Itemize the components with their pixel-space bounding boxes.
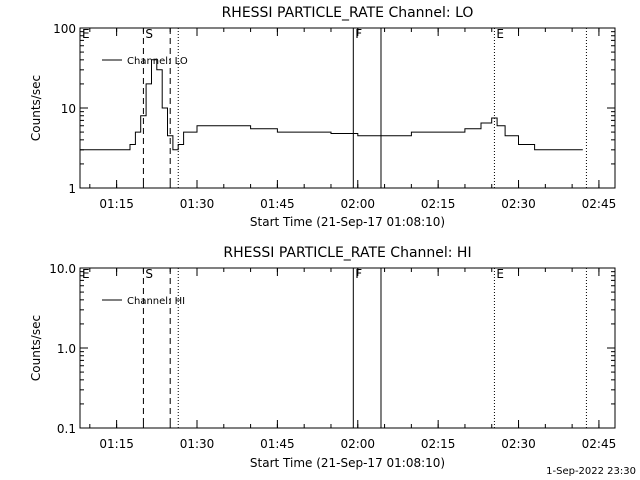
chart-title: RHESSI PARTICLE_RATE Channel: HI [223,245,471,261]
chart-panel-2: RHESSI PARTICLE_RATE Channel: HI 01:15 01:… [29,245,616,470]
footer-timestamp: 1-Sep-2022 23:30 [546,466,636,477]
y-axis-label: Counts/sec [29,75,43,141]
y-tick-label: 10 [61,102,76,116]
event-marker-label: E [82,267,90,281]
event-marker-label: E [82,27,90,41]
chart-panel-1: RHESSI PARTICLE_RATE Channel: LO 01:15 01:… [29,5,616,229]
series-line [80,59,583,151]
x-tick-label: 02:15 [421,437,456,451]
y-tick-label: 100 [53,22,76,36]
chart-title: RHESSI PARTICLE_RATE Channel: LO [222,5,474,21]
event-marker-label: S [145,27,153,41]
x-tick-label: 02:00 [340,437,375,451]
x-tick-label: 01:15 [99,437,134,451]
x-tick-label: 02:15 [421,197,456,211]
y-tick-label: 0.1 [57,422,76,436]
x-axis-label: Start Time (21-Sep-17 01:08:10) [250,456,445,470]
x-tick-label: 01:45 [260,197,295,211]
x-tick-label: 01:30 [180,437,215,451]
x-axis-label: Start Time (21-Sep-17 01:08:10) [250,215,445,229]
event-marker-label: F [355,27,362,41]
x-tick-label: 02:45 [582,437,617,451]
y-tick-label: 1 [68,182,76,196]
x-tick-label: 01:15 [99,197,134,211]
legend-label: Channel: HI [127,296,185,307]
y-tick-label: 1.0 [57,342,76,356]
plot-frame [79,27,616,189]
event-marker-label: E [496,267,504,281]
y-axis-label: Counts/sec [29,315,43,381]
x-tick-label: 02:45 [582,197,617,211]
event-marker-label: E [496,27,504,41]
x-tick-label: 01:45 [260,437,295,451]
x-tick-label: 01:30 [180,197,215,211]
event-marker-label: F [355,267,362,281]
legend-label: Channel: LO [127,56,188,67]
event-marker-label: S [145,267,153,281]
plot-frame [79,267,616,429]
x-tick-label: 02:00 [340,197,375,211]
x-tick-label: 02:30 [501,197,536,211]
y-tick-label: 10.0 [49,262,76,276]
x-tick-label: 02:30 [501,437,536,451]
